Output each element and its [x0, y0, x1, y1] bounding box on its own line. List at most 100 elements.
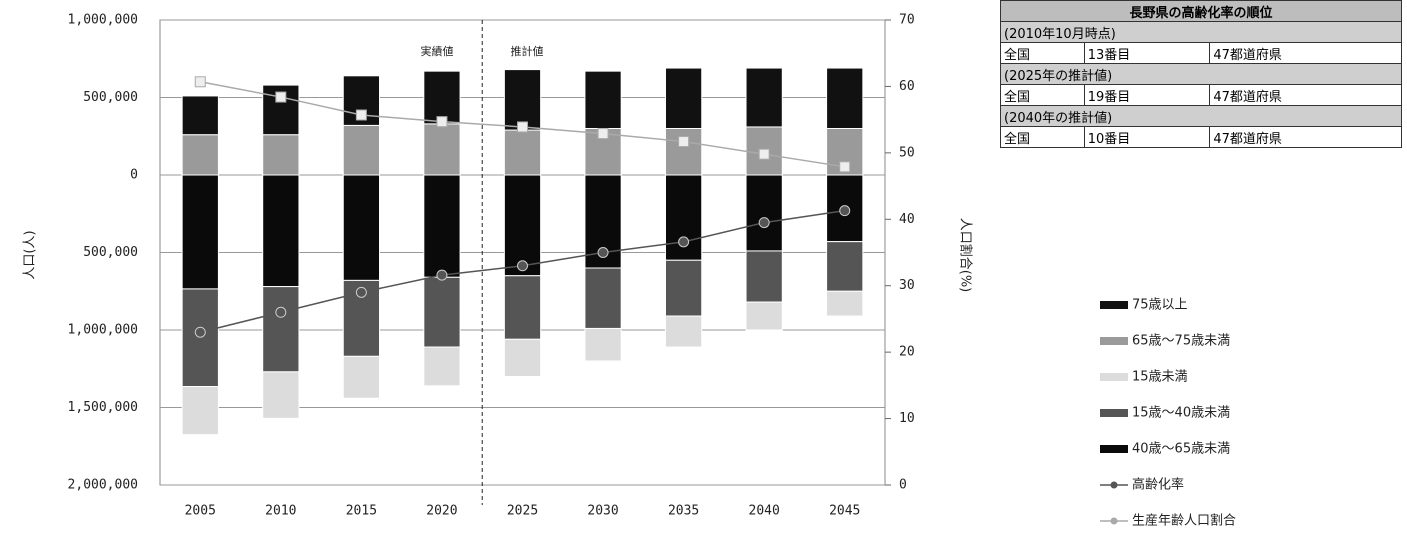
annotation: 推計値	[511, 44, 544, 58]
bar-segment	[423, 70, 461, 125]
bar-segment	[664, 128, 703, 176]
bar-segment	[503, 338, 542, 377]
bar-segment	[745, 126, 783, 176]
bar-segment	[826, 290, 864, 317]
section-heading: (2025年の推計値)	[1000, 63, 1402, 85]
bar-segment	[342, 174, 381, 281]
ranking-table: 長野県の高齢化率の順位 (2010年10月時点) 全国 13番目 47都道府県 (2…	[1000, 0, 1402, 148]
bar-segment	[423, 174, 461, 278]
legend-label: 15歳～40歳未満	[1132, 406, 1230, 421]
legend-label: 65歳～75歳未満	[1132, 334, 1230, 349]
y-tick-label: 500,000	[83, 245, 138, 260]
x-tick-label: 2030	[587, 504, 618, 519]
y2-tick-label: 60	[899, 79, 915, 94]
legend-marker	[1110, 481, 1118, 489]
y2-tick-label: 0	[899, 478, 907, 493]
bar-segment	[584, 70, 622, 129]
bar-segment	[503, 129, 542, 176]
marker	[678, 136, 690, 148]
bar-segment	[181, 174, 219, 290]
bar-segment	[423, 123, 461, 176]
y2-tick-label: 10	[899, 411, 915, 426]
legend-marker	[1110, 517, 1118, 525]
legend-swatch	[1100, 373, 1128, 381]
marker	[194, 76, 206, 88]
bar-segment	[503, 275, 542, 340]
bar-segment	[342, 124, 381, 176]
section-heading: (2010年10月時点)	[1000, 21, 1402, 43]
x-tick-label: 2040	[749, 504, 780, 519]
cell: 47都道府県	[1209, 42, 1402, 64]
bar-segment	[745, 301, 783, 331]
bar-segment	[745, 67, 783, 128]
y2-tick-label: 50	[899, 145, 915, 160]
bar-segment	[181, 134, 219, 176]
bar-segment	[584, 327, 622, 362]
y2-tick-label: 40	[899, 212, 915, 227]
bar-segment	[423, 276, 461, 348]
legend: 75歳以上 65歳～75歳未満 15歳未満 15歳～40歳未満 40歳～65歳未満高齢化…	[1100, 298, 1236, 529]
x-tick-label: 2010	[265, 504, 296, 519]
cell: 10番目	[1083, 126, 1211, 148]
cell: 全国	[1000, 42, 1085, 64]
cell: 全国	[1000, 126, 1085, 148]
bar-segment	[262, 371, 300, 419]
marker	[194, 326, 206, 338]
bar-segment	[826, 241, 864, 292]
y-tick-label: 0	[130, 168, 138, 183]
section-heading: (2040年の推計値)	[1000, 105, 1402, 127]
legend-swatch	[1100, 409, 1128, 417]
marker	[597, 247, 609, 258]
y2-tick-label: 30	[899, 278, 915, 293]
bar-segment	[262, 174, 300, 288]
bar-segment	[181, 288, 219, 388]
y2-tick-label: 20	[899, 345, 915, 360]
marker	[839, 161, 851, 173]
bar-segment	[745, 174, 783, 252]
x-tick-label: 2035	[668, 504, 699, 519]
marker	[355, 286, 367, 298]
marker	[275, 91, 287, 103]
marker	[517, 260, 528, 272]
bar-segment	[181, 95, 219, 136]
marker	[839, 205, 851, 217]
marker	[517, 121, 528, 133]
legend-swatch	[1100, 301, 1128, 309]
legend-label: 高齢化率	[1132, 477, 1184, 493]
marker	[275, 306, 287, 318]
bar-segment	[342, 355, 381, 399]
y-tick-label: 1,000,000	[68, 13, 138, 28]
x-tick-label: 2005	[185, 504, 216, 519]
x-tick-label: 2015	[346, 504, 377, 519]
bar-segment	[503, 69, 542, 131]
legend-swatch	[1100, 337, 1128, 345]
cell: 47都道府県	[1209, 126, 1402, 148]
bar-segment	[342, 279, 381, 357]
bar-segment	[745, 250, 783, 303]
annotation: 実績値	[421, 44, 454, 58]
bar-segment	[181, 386, 219, 436]
y-tick-label: 1,000,000	[68, 323, 138, 338]
legend-label: 40歳～65歳未満	[1132, 442, 1230, 457]
bar-segment	[423, 346, 461, 387]
bar-segment	[664, 174, 703, 261]
y-tick-label: 500,000	[83, 90, 138, 105]
cell: 47都道府県	[1209, 84, 1402, 106]
marker	[758, 148, 770, 160]
cell: 19番目	[1083, 84, 1211, 106]
y-axis-title: 人口(人)	[23, 230, 38, 279]
bar-segment	[826, 67, 864, 130]
bar-segment	[664, 315, 703, 348]
cell: 全国	[1000, 84, 1085, 106]
legend-label: 生産年齢人口割合	[1132, 513, 1236, 529]
cell: 13番目	[1083, 42, 1211, 64]
bar-segment	[262, 134, 300, 176]
x-tick-label: 2020	[426, 504, 457, 519]
y-tick-label: 2,000,000	[68, 478, 138, 493]
bar-segment	[262, 286, 300, 373]
legend-label: 15歳未満	[1132, 370, 1188, 385]
legend-swatch	[1100, 445, 1128, 453]
bar-segment	[664, 67, 703, 130]
bar-segment	[584, 267, 622, 329]
